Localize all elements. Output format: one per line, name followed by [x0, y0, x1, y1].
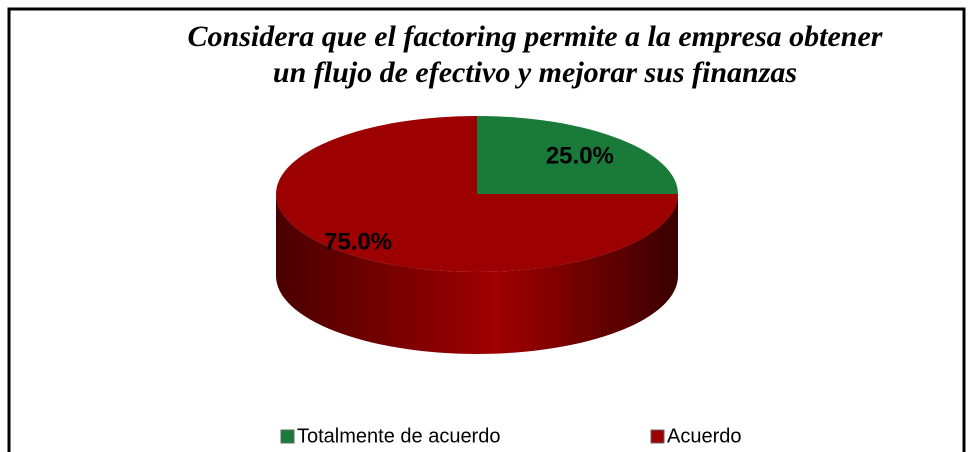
legend-swatch	[280, 429, 295, 444]
legend-swatch	[650, 429, 665, 444]
chart-title: un flujo de efectivo y mejorar sus finan…	[273, 56, 797, 89]
pie-slice	[276, 116, 678, 272]
pie-side	[276, 194, 678, 354]
chart-title: Considera que el factoring permite a la …	[188, 20, 883, 53]
data-label: 25.0%	[546, 142, 614, 169]
legend-label: Totalmente de acuerdo	[297, 425, 500, 447]
data-label: 75.0%	[324, 228, 392, 255]
pie-slice	[477, 116, 678, 194]
legend-label: Acuerdo	[667, 425, 742, 447]
